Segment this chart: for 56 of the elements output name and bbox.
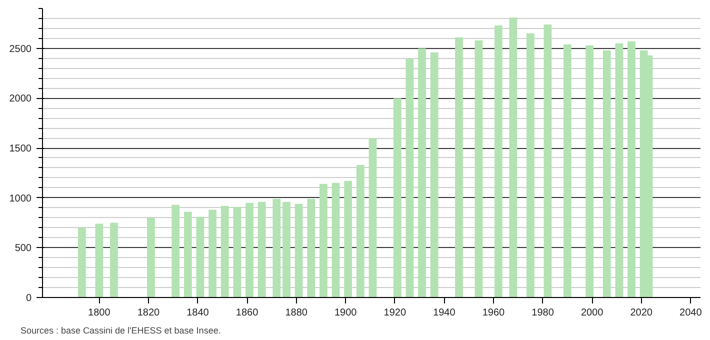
y-tick-label: 2000 bbox=[9, 94, 32, 105]
bar bbox=[586, 45, 594, 298]
x-tick-label: 2000 bbox=[580, 308, 604, 318]
bar bbox=[628, 41, 636, 298]
bar bbox=[368, 138, 377, 298]
bar bbox=[474, 40, 483, 298]
bar bbox=[146, 218, 155, 298]
bar bbox=[233, 206, 242, 298]
bar bbox=[494, 25, 502, 298]
x-tick-label: 1920 bbox=[384, 308, 406, 318]
bar bbox=[78, 228, 86, 298]
y-tick-label: 500 bbox=[14, 243, 32, 254]
bar bbox=[430, 52, 438, 298]
bar bbox=[110, 222, 118, 298]
y-tick-label: 1500 bbox=[9, 144, 32, 155]
bar bbox=[563, 44, 572, 298]
x-tick-label: 1960 bbox=[482, 308, 506, 318]
bar bbox=[393, 98, 402, 298]
bar bbox=[509, 17, 518, 298]
source-note: Sources : base Cassini de l'EHESS et base Insee. bbox=[20, 326, 221, 336]
bar bbox=[406, 58, 414, 298]
bar bbox=[356, 164, 364, 298]
bar bbox=[602, 50, 611, 298]
bar bbox=[344, 180, 352, 298]
bar bbox=[615, 43, 624, 298]
bar bbox=[320, 184, 328, 298]
bar bbox=[172, 204, 180, 298]
x-tick-label: 1980 bbox=[532, 308, 554, 318]
y-tick-label: 0 bbox=[26, 293, 32, 304]
bar bbox=[294, 204, 303, 298]
bar bbox=[272, 198, 281, 298]
y-tick-label: 2500 bbox=[9, 44, 32, 55]
x-tick-label: 1880 bbox=[285, 308, 308, 318]
x-tick-label: 1820 bbox=[137, 308, 160, 318]
x-tick-label: 1900 bbox=[334, 308, 358, 318]
x-tick-label: 1940 bbox=[433, 308, 456, 318]
bar bbox=[184, 212, 192, 298]
bar bbox=[307, 198, 316, 298]
y-tick-label: 1000 bbox=[9, 193, 32, 204]
x-tick-label: 1800 bbox=[88, 308, 111, 318]
x-tick-label: 2020 bbox=[630, 308, 653, 318]
bar bbox=[208, 210, 216, 298]
bar bbox=[455, 37, 463, 298]
x-tick-label: 2040 bbox=[680, 308, 702, 318]
bar bbox=[196, 216, 204, 298]
x-tick-label: 1840 bbox=[186, 308, 210, 318]
x-tick-label: 1860 bbox=[236, 308, 259, 318]
bar bbox=[282, 202, 290, 298]
bar bbox=[544, 24, 552, 298]
bar bbox=[220, 206, 229, 298]
bar bbox=[95, 224, 104, 298]
bar bbox=[246, 202, 254, 298]
bar bbox=[332, 182, 340, 298]
bar bbox=[258, 202, 266, 298]
bar bbox=[418, 48, 426, 298]
bar bbox=[526, 33, 534, 298]
